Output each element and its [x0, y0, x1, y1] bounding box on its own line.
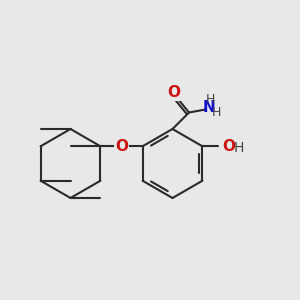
Text: O: O	[115, 139, 128, 154]
Text: H: H	[211, 106, 221, 119]
Text: H: H	[205, 93, 215, 106]
Text: O: O	[222, 139, 235, 154]
Text: N: N	[202, 100, 215, 116]
Text: O: O	[167, 85, 181, 100]
Text: H: H	[233, 141, 244, 155]
